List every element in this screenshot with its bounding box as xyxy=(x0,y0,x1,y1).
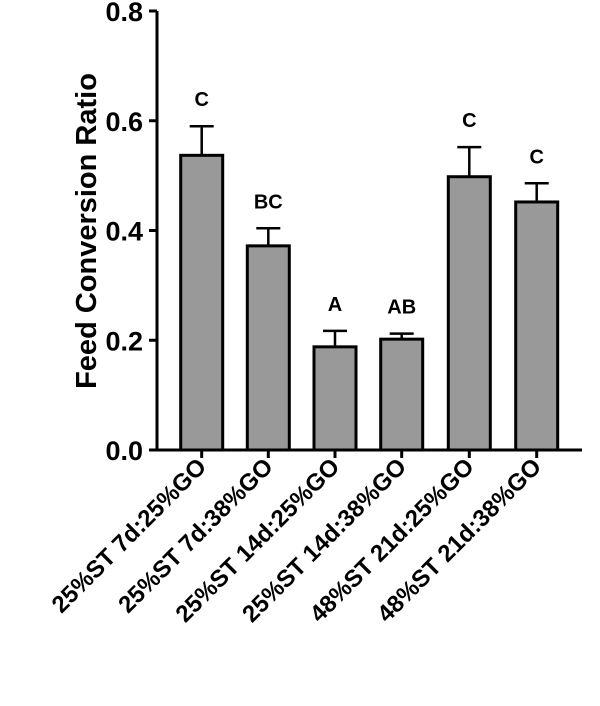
significance-label: C xyxy=(194,89,208,111)
significance-label: AB xyxy=(387,297,416,319)
significance-label: A xyxy=(328,294,342,316)
y-tick-label: 0.8 xyxy=(105,0,143,27)
y-tick-label: 0.0 xyxy=(105,436,143,466)
bar xyxy=(446,175,492,452)
significance-label: C xyxy=(462,110,476,132)
bar xyxy=(312,345,358,452)
y-axis-label: Feed Conversion Ratio xyxy=(71,73,103,389)
bar xyxy=(245,244,291,452)
bar xyxy=(514,200,560,452)
y-tick-label: 0.2 xyxy=(105,326,143,356)
significance-label: C xyxy=(529,146,543,168)
y-tick-label: 0.6 xyxy=(105,107,143,137)
bar xyxy=(379,337,425,452)
y-tick-label: 0.4 xyxy=(105,217,143,247)
bar xyxy=(179,153,225,452)
significance-label: BC xyxy=(254,191,283,213)
